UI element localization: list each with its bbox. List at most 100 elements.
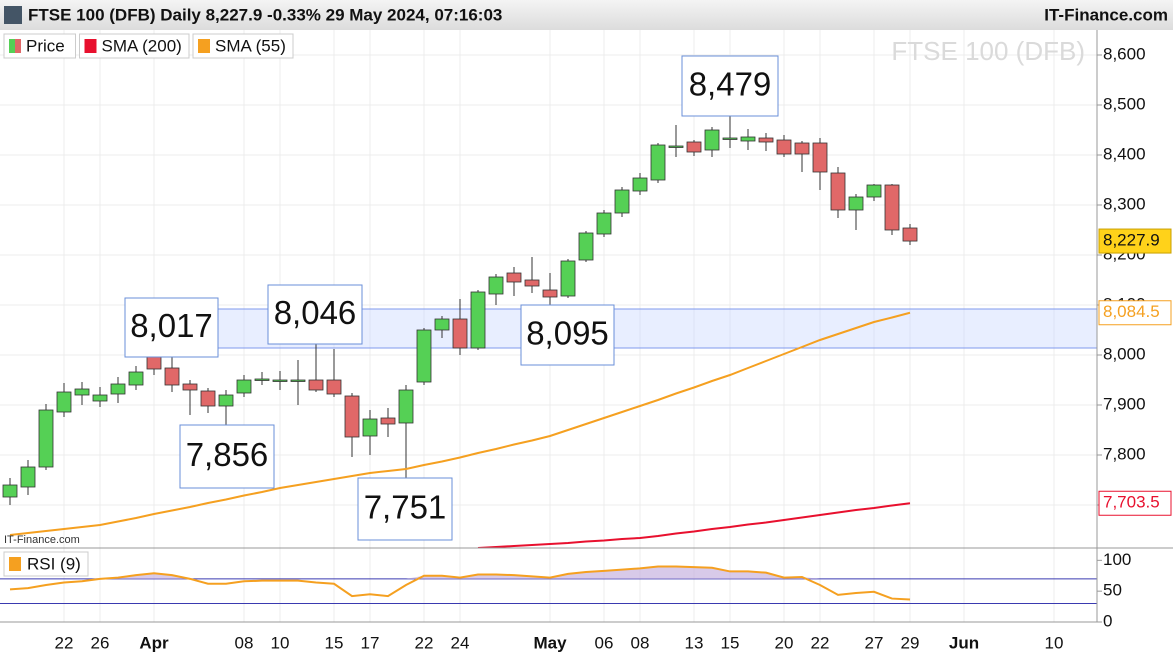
x-tick-label: 13 xyxy=(685,633,704,652)
candle-body xyxy=(236,379,252,394)
candle-body xyxy=(434,318,450,331)
candle-body xyxy=(542,289,558,298)
candle-body xyxy=(344,395,360,438)
y-tick-label: 100 xyxy=(1103,550,1131,569)
candle-body xyxy=(722,137,738,140)
annotation-label: 7,751 xyxy=(364,489,447,526)
candle-body xyxy=(182,383,198,391)
candle-body xyxy=(326,379,342,395)
legend-swatch xyxy=(9,557,21,571)
candle-body xyxy=(110,383,126,395)
annotation-label: 7,856 xyxy=(186,436,269,473)
candle-body xyxy=(776,139,792,155)
candle-body xyxy=(650,144,666,181)
last-value-box xyxy=(1098,300,1172,326)
candle-body xyxy=(740,136,756,142)
legend-label: RSI (9) xyxy=(27,554,81,573)
last-value-box xyxy=(1098,490,1172,516)
legend-label: SMA (55) xyxy=(215,36,286,55)
x-tick-label: 15 xyxy=(721,633,740,652)
x-tick-label: 15 xyxy=(325,633,344,652)
candle-body xyxy=(902,227,918,242)
candle-body xyxy=(794,142,810,155)
y-tick-label: 0 xyxy=(1103,611,1112,630)
annotation-box xyxy=(520,304,615,366)
x-tick-label: 29 xyxy=(901,633,920,652)
last-value-label: 8,084.5 xyxy=(1103,302,1160,321)
legend-swatch xyxy=(15,39,21,53)
annotation-label: 8,046 xyxy=(274,294,357,331)
candle-body xyxy=(866,184,882,198)
legend-swatch xyxy=(84,39,97,53)
candle-body xyxy=(686,141,702,153)
candle-body xyxy=(506,272,522,283)
candle-body xyxy=(812,142,828,173)
y-tick-label: 8,300 xyxy=(1103,194,1146,213)
candle-body xyxy=(218,394,234,407)
header-title: FTSE 100 (DFB) Daily 8,227.9 -0.33% 29 M… xyxy=(28,5,502,24)
candle-body xyxy=(164,367,180,386)
annotation-box xyxy=(267,284,363,345)
x-tick-label: 26 xyxy=(91,633,110,652)
candle-body xyxy=(272,379,288,382)
candle-body xyxy=(38,409,54,468)
candle-body xyxy=(416,329,432,383)
y-tick-label: 8,500 xyxy=(1103,94,1146,113)
candle-body xyxy=(524,279,540,287)
x-tick-label: 10 xyxy=(1045,633,1064,652)
logo xyxy=(4,6,22,24)
y-tick-label: 8,600 xyxy=(1103,44,1146,63)
x-tick-label: 24 xyxy=(451,633,470,652)
candle-body xyxy=(146,356,162,370)
last-value-label: 7,703.5 xyxy=(1103,493,1160,512)
candle-body xyxy=(578,232,594,261)
legend-box xyxy=(192,33,294,59)
watermark: FTSE 100 (DFB) xyxy=(891,36,1085,66)
x-tick-label: 08 xyxy=(235,633,254,652)
legend-swatch xyxy=(198,39,210,53)
x-tick-label: 08 xyxy=(631,633,650,652)
last-value-label: 8,227.9 xyxy=(1103,231,1160,250)
annotation-label: 8,479 xyxy=(689,66,772,103)
y-tick-label: 50 xyxy=(1103,581,1122,600)
candle-body xyxy=(92,394,108,402)
candle-body xyxy=(632,177,648,192)
annotation-label: 8,095 xyxy=(526,315,609,352)
annotation-label: 8,017 xyxy=(130,307,213,344)
x-tick-label: Jun xyxy=(949,633,979,652)
candle-body xyxy=(362,418,378,437)
candle-body xyxy=(452,318,468,349)
x-tick-label: 06 xyxy=(595,633,614,652)
candle-body xyxy=(614,189,630,214)
candle-body xyxy=(560,260,576,297)
legend-box xyxy=(79,33,190,59)
legend-label: SMA (200) xyxy=(102,36,182,55)
y-tick-label: 7,900 xyxy=(1103,394,1146,413)
x-tick-label: 20 xyxy=(775,633,794,652)
sma-line xyxy=(9,311,911,536)
candle-body xyxy=(200,390,216,407)
rsi-panel xyxy=(0,548,1097,622)
candle-body xyxy=(2,484,18,498)
x-tick-label: 27 xyxy=(865,633,884,652)
y-tick-label: 8,000 xyxy=(1103,344,1146,363)
overbought-fill xyxy=(10,566,910,579)
annotation-box xyxy=(124,297,219,358)
source: IT-Finance.com xyxy=(4,534,80,546)
legend-label: Price xyxy=(26,36,65,55)
candle-body xyxy=(56,391,72,413)
candle-body xyxy=(470,291,486,349)
candle-body xyxy=(704,129,720,151)
header-site: IT-Finance.com xyxy=(1044,5,1168,24)
candle-body xyxy=(398,389,414,424)
candle-body xyxy=(848,196,864,211)
rsi-line xyxy=(9,565,911,601)
x-tick-label: May xyxy=(533,633,567,652)
legend-box xyxy=(3,551,89,577)
header-bar xyxy=(0,0,1173,30)
candle-body xyxy=(488,276,504,295)
x-tick-label: 10 xyxy=(271,633,290,652)
x-tick-label: 22 xyxy=(415,633,434,652)
candle-body xyxy=(380,417,396,425)
